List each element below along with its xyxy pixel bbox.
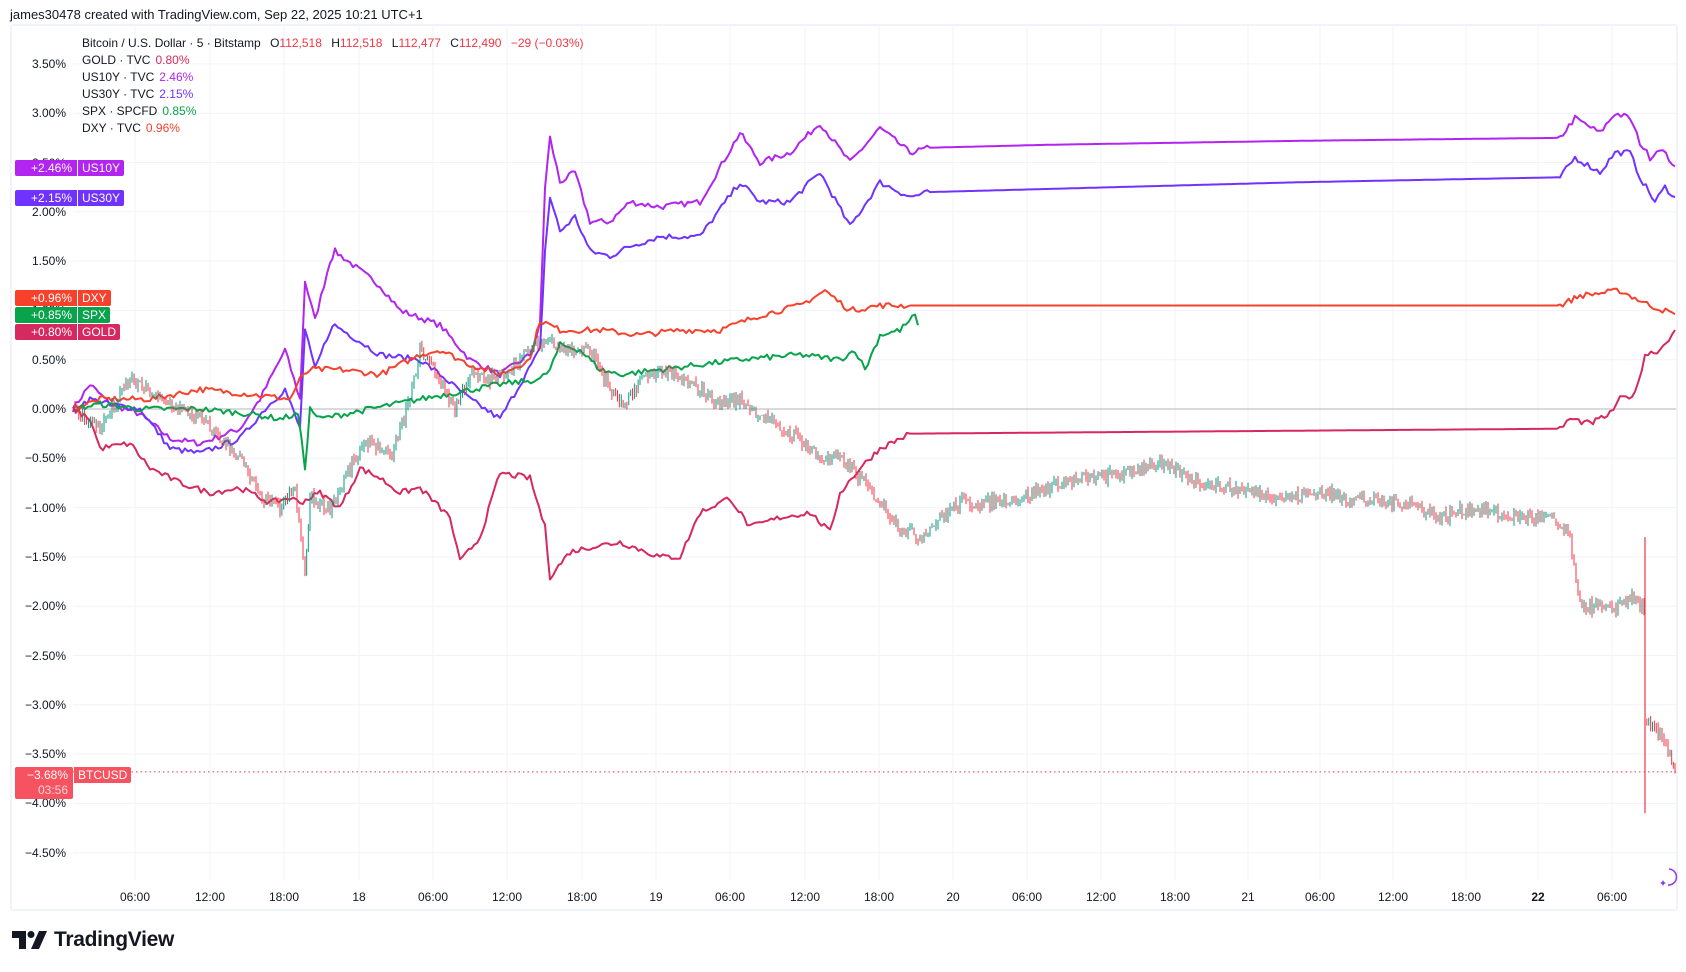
y-tick-label: 0.50% bbox=[31, 352, 66, 367]
x-tick-label: 06:00 bbox=[417, 890, 449, 904]
spx-line bbox=[72, 313, 919, 471]
x-tick-label: 12:00 bbox=[1085, 890, 1117, 904]
legend-close-value: 112,490 bbox=[458, 36, 502, 50]
chart-frame bbox=[10, 24, 1678, 911]
x-tick-label: 18 bbox=[352, 890, 366, 904]
btcusd-price-tag: −3.68% 03:56 bbox=[15, 767, 73, 799]
x-tick-label: 12:00 bbox=[1377, 890, 1409, 904]
x-tick-label: 19 bbox=[649, 890, 663, 904]
assistant-sparkle-icon[interactable] bbox=[1659, 866, 1679, 893]
y-tick-label: −3.50% bbox=[24, 747, 66, 762]
legend-row[interactable]: DXY · TVC 0.96% bbox=[82, 120, 584, 137]
price-tag-symbol: US10Y bbox=[78, 160, 125, 176]
x-tick-label: 12:00 bbox=[194, 890, 226, 904]
legend-low-label: L bbox=[391, 36, 399, 50]
legend-row-name: US10Y · TVC bbox=[82, 70, 155, 84]
x-tick-label: 06:00 bbox=[714, 890, 746, 904]
y-tick-label: 3.00% bbox=[31, 106, 66, 121]
y-tick-label: 1.50% bbox=[31, 254, 66, 269]
legend-row-value: 2.46% bbox=[159, 70, 194, 84]
price-tag-us30y: +2.15% US30Y bbox=[15, 190, 125, 206]
price-tag-percent: +2.15% bbox=[15, 190, 77, 206]
x-tick-label: 06:00 bbox=[1304, 890, 1336, 904]
tradingview-logo-icon bbox=[12, 931, 47, 949]
legend-row-value: 2.15% bbox=[159, 87, 194, 101]
legend-high-label: H bbox=[331, 36, 340, 50]
x-tick-label: 18:00 bbox=[268, 890, 300, 904]
us30y-line bbox=[72, 149, 1676, 454]
legend-change-value: −29 (−0.03%) bbox=[510, 36, 584, 50]
legend-row[interactable]: GOLD · TVC 0.80% bbox=[82, 52, 584, 69]
y-tick-label: −1.00% bbox=[24, 500, 66, 515]
price-tag-percent: +0.80% bbox=[15, 324, 77, 340]
tradingview-logo-text: TradingView bbox=[54, 928, 175, 951]
gold-line bbox=[72, 329, 1676, 581]
bar-countdown: 03:56 bbox=[37, 783, 68, 797]
price-tag-gold: +0.80% GOLD bbox=[15, 324, 121, 340]
legend-main-row[interactable]: Bitcoin / U.S. Dollar · 5 · Bitstamp O11… bbox=[82, 35, 584, 52]
x-tick-label: 20 bbox=[946, 890, 960, 904]
legend-row[interactable]: US10Y · TVC 2.46% bbox=[82, 69, 584, 86]
price-tag-percent: +2.46% bbox=[15, 160, 77, 176]
x-tick-label: 18:00 bbox=[566, 890, 598, 904]
x-tick-label: 21 bbox=[1241, 890, 1255, 904]
y-tick-label: −1.50% bbox=[24, 549, 66, 564]
legend-row-name: US30Y · TVC bbox=[82, 87, 155, 101]
price-tag-symbol: DXY bbox=[78, 290, 111, 306]
y-tick-label: −2.00% bbox=[24, 599, 66, 614]
x-tick-label: 18:00 bbox=[863, 890, 895, 904]
legend-row-value: 0.96% bbox=[145, 121, 180, 135]
legend-main-title: Bitcoin / U.S. Dollar · 5 · Bitstamp bbox=[82, 36, 261, 50]
x-tick-label: 12:00 bbox=[789, 890, 821, 904]
us10y-line bbox=[72, 112, 1676, 447]
x-tick-label: 12:00 bbox=[491, 890, 523, 904]
chart-caption: james30478 created with TradingView.com,… bbox=[10, 7, 423, 22]
y-tick-label: 3.50% bbox=[31, 56, 66, 71]
legend-row-name: GOLD · TVC bbox=[82, 53, 151, 67]
y-tick-label: 0.00% bbox=[31, 402, 66, 416]
legend-low-value: 112,477 bbox=[398, 36, 441, 50]
price-tag-symbol: SPX bbox=[78, 307, 111, 323]
legend-close-label: C bbox=[450, 36, 459, 50]
y-tick-label: −4.50% bbox=[24, 845, 66, 860]
x-tick-label: 06:00 bbox=[119, 890, 151, 904]
y-tick-label: 2.00% bbox=[31, 204, 66, 219]
legend-open-label: O bbox=[270, 36, 280, 50]
legend-row-value: 0.85% bbox=[162, 104, 197, 118]
btcusd-candles bbox=[74, 333, 1676, 814]
price-tag-us10y: +2.46% US10Y bbox=[15, 160, 125, 176]
tradingview-logo[interactable]: TradingView bbox=[12, 928, 174, 952]
x-tick-label: 06:00 bbox=[1011, 890, 1043, 904]
dxy-line bbox=[72, 287, 1676, 411]
price-tag-percent: +0.96% bbox=[15, 290, 77, 306]
y-tick-label: −0.50% bbox=[24, 451, 66, 466]
legend-row-name: DXY · TVC bbox=[82, 121, 141, 135]
y-tick-label: −3.00% bbox=[24, 697, 66, 712]
btcusd-tag-percent: −3.68% bbox=[26, 768, 68, 782]
x-tick-label: 22 bbox=[1531, 890, 1545, 904]
y-tick-label: −2.50% bbox=[24, 648, 66, 663]
x-tick-label: 06:00 bbox=[1596, 890, 1628, 904]
legend-row[interactable]: SPX · SPCFD 0.85% bbox=[82, 103, 584, 120]
legend-row-name: SPX · SPCFD bbox=[82, 104, 158, 118]
x-tick-label: 18:00 bbox=[1159, 890, 1191, 904]
price-tag-symbol: GOLD bbox=[78, 324, 121, 340]
x-tick-label: 18:00 bbox=[1450, 890, 1482, 904]
legend: Bitcoin / U.S. Dollar · 5 · Bitstamp O11… bbox=[82, 35, 584, 137]
legend-row-value: 0.80% bbox=[155, 53, 190, 67]
price-tag-symbol: US30Y bbox=[78, 190, 125, 206]
legend-high-value: 112,518 bbox=[339, 36, 383, 50]
btcusd-tag-symbol: BTCUSD bbox=[74, 767, 132, 783]
price-tag-dxy: +0.96% DXY bbox=[15, 290, 111, 306]
price-tag-percent: +0.85% bbox=[15, 307, 77, 323]
legend-open-value: 112,518 bbox=[279, 36, 322, 50]
legend-row[interactable]: US30Y · TVC 2.15% bbox=[82, 86, 584, 103]
price-tag-spx: +0.85% SPX bbox=[15, 307, 111, 323]
y-tick-label: −4.00% bbox=[24, 796, 66, 811]
